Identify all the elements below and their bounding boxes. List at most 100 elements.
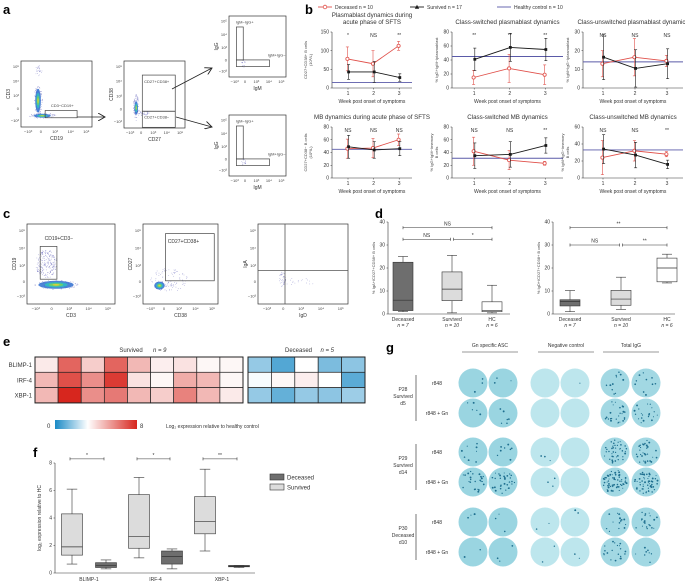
event-dot xyxy=(70,281,71,282)
elispot-spot xyxy=(494,477,496,480)
elispot-well xyxy=(530,398,560,428)
elispot-spot xyxy=(642,372,644,374)
elispot-spot xyxy=(552,485,554,487)
event-dot xyxy=(39,269,41,271)
data-point-deceased xyxy=(370,61,375,66)
event-dot xyxy=(52,255,54,257)
elispot-spot xyxy=(500,422,503,424)
elispot-spot xyxy=(574,553,576,555)
elispot-spot xyxy=(621,450,624,452)
legend-label-survived: Survived n = 17 xyxy=(427,5,462,11)
data-point-survived xyxy=(473,154,477,158)
event-dot xyxy=(162,276,164,278)
elispot-spot xyxy=(634,413,637,415)
elispot-spot xyxy=(614,460,617,462)
chart-title: Class-switched plasmablast dynamics xyxy=(455,19,559,26)
elispot-spot xyxy=(648,472,650,474)
y-tick-label: 50 xyxy=(323,67,329,73)
elispot-spot xyxy=(640,473,642,475)
category-label: HC xyxy=(663,317,671,323)
density-contour xyxy=(158,284,161,287)
column-header: Gn specific ASC xyxy=(472,343,509,349)
bracket-label: ** xyxy=(218,453,222,459)
gate-label: CD27+CD38+ xyxy=(144,79,170,84)
event-dot xyxy=(301,279,303,281)
event-dot xyxy=(53,273,54,275)
elispot-spot xyxy=(482,475,484,478)
elispot-well xyxy=(530,537,560,567)
event-dot xyxy=(42,274,43,276)
x-tick-label: 10⁵ xyxy=(177,130,183,135)
x-tick-label: 10⁵ xyxy=(278,178,284,183)
x-tick-label: 0 xyxy=(244,178,247,183)
event-dot xyxy=(283,282,285,283)
event-dot xyxy=(42,257,44,259)
event-dot xyxy=(174,270,176,271)
event-dot xyxy=(173,284,174,286)
elispot-spot xyxy=(647,490,650,492)
event-dot xyxy=(41,263,42,265)
elispot-spot xyxy=(623,518,626,521)
elispot-spot xyxy=(478,473,480,475)
y-tick-label: 0 xyxy=(23,279,26,284)
event-dot xyxy=(42,264,44,266)
data-point-deceased xyxy=(632,55,637,60)
elispot-well xyxy=(458,537,488,567)
elispot-spot xyxy=(614,451,617,454)
elispot-spot xyxy=(650,419,653,422)
elispot-well xyxy=(631,398,661,428)
elispot-spot xyxy=(611,401,613,403)
elispot-well xyxy=(600,507,630,537)
event-dot xyxy=(133,111,135,113)
elispot-spot xyxy=(654,478,657,480)
elispot-spot xyxy=(656,414,658,416)
event-dot xyxy=(309,280,310,282)
elispot-spot xyxy=(647,549,649,552)
gate-label: IgM+IgG− xyxy=(268,151,286,156)
event-dot xyxy=(52,265,54,267)
elispot-spot xyxy=(602,477,605,480)
y-tick-label: 60 xyxy=(574,125,580,131)
event-dot xyxy=(54,266,56,268)
event-dot xyxy=(77,284,79,286)
elispot-spot xyxy=(650,486,653,489)
event-dot xyxy=(171,272,173,274)
elispot-spot xyxy=(608,513,611,515)
elispot-spot xyxy=(503,477,506,480)
elispot-spot xyxy=(577,512,579,514)
event-dot xyxy=(52,261,54,263)
elispot-spot xyxy=(508,481,511,483)
event-dot xyxy=(171,283,172,285)
heatmap-cell xyxy=(219,356,244,373)
y-tick-label: 80 xyxy=(443,30,449,36)
elispot-spot xyxy=(604,545,606,547)
data-point-survived xyxy=(508,153,512,156)
elispot-spot xyxy=(611,453,613,455)
event-dot xyxy=(286,283,288,285)
elispot-spot xyxy=(642,492,644,494)
x-tick-label: −10³ xyxy=(146,306,155,311)
event-dot xyxy=(44,251,46,253)
y-axis-label: IgA xyxy=(243,260,249,268)
significance-label: ** xyxy=(543,33,547,39)
elispot-spot xyxy=(641,519,643,521)
elispot-spot xyxy=(642,485,644,487)
y-axis-label: % IgG+IgM−/plasmablast xyxy=(434,37,439,83)
event-dot xyxy=(37,267,39,269)
elispot-spot xyxy=(605,527,608,530)
elispot-spot xyxy=(639,461,641,463)
heatmap-cell xyxy=(57,387,82,404)
elispot-spot xyxy=(653,488,656,491)
event-dot xyxy=(281,273,282,275)
event-dot xyxy=(42,250,43,252)
event-dot xyxy=(168,285,169,287)
elispot-well xyxy=(600,398,630,428)
event-dot xyxy=(53,255,54,256)
elispot-spot xyxy=(618,545,620,547)
elispot-well xyxy=(631,437,661,467)
event-dot xyxy=(40,109,42,110)
gate xyxy=(165,233,215,282)
elispot-spot xyxy=(500,446,502,448)
elispot-spot xyxy=(619,517,621,520)
elispot-spot xyxy=(623,418,626,420)
